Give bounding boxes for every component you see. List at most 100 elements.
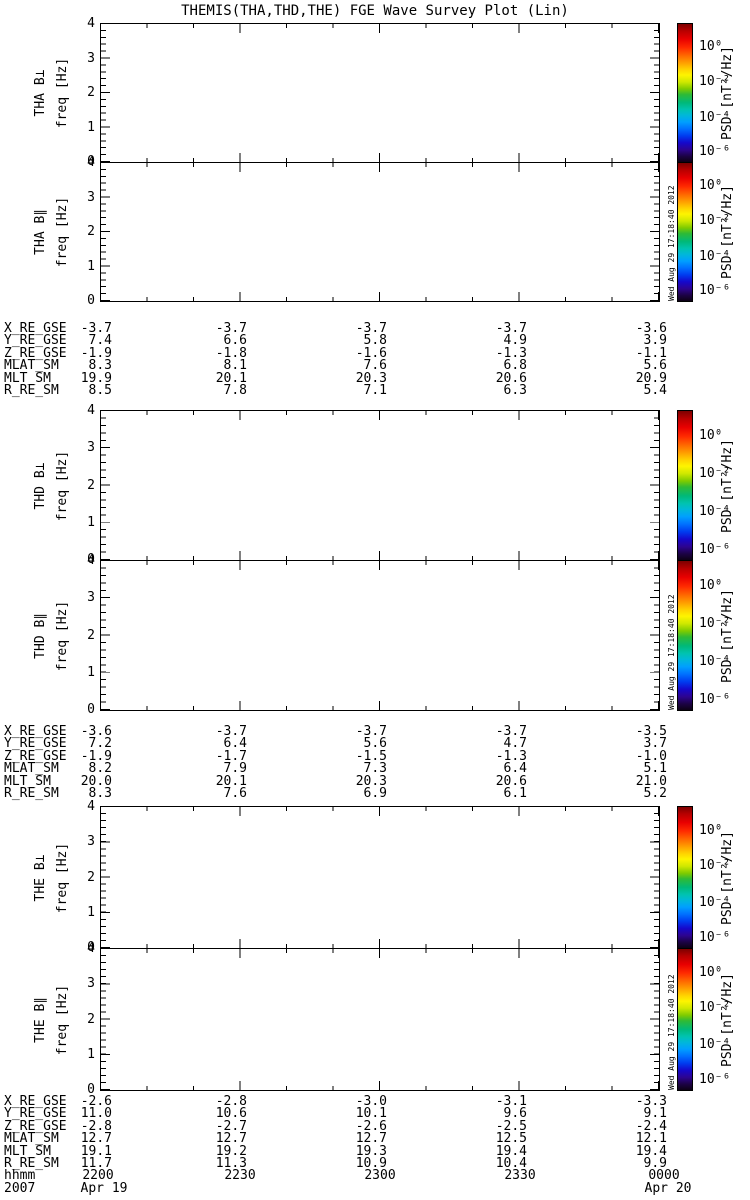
ephemeris-value: 7.6 <box>223 785 247 801</box>
ephemeris-value: -3.3 <box>635 1094 667 1109</box>
colorbar-tick-label: 10⁻⁴ <box>699 109 731 125</box>
ephemeris-row: X_RE_GSE -2.6 -2.8 -3.0 -3.1 -3.3 <box>0 1094 750 1109</box>
ephemeris-value: -3.5 <box>635 724 667 739</box>
panel-stack-tha: 4 3 2 1 0 THA B⊥ freq [Hz] 4 3 2 1 0 THA B∥ freq [Hz] <box>33 17 660 307</box>
ephemeris-value: 10.9 <box>355 1155 387 1171</box>
ephemeris-row: R_RE_SM 8.3 7.6 6.9 6.1 5.2 <box>0 785 750 801</box>
ephemeris-row-label: Z_RE_GSE <box>4 1118 67 1134</box>
colorbar-tick-label: 10⁰ <box>699 822 723 838</box>
freq-tick-label: 3 <box>87 834 95 850</box>
colorbar-tick-label: 10⁰ <box>699 578 723 594</box>
ephemeris-value: 3.7 <box>643 736 667 752</box>
ephemeris-value: 5.2 <box>643 785 667 801</box>
colorbar-tick-label: 10⁻² <box>699 73 731 89</box>
date-row: 2007 Apr 19 Apr 20 <box>0 1180 750 1196</box>
colorbar-gradient <box>678 411 692 560</box>
ephemeris-value: 6.1 <box>503 785 527 801</box>
colorbar-unit-label: PSD [nT²/Hz] <box>719 438 735 533</box>
ephemeris-value: 9.6 <box>503 1106 527 1122</box>
ephemeris-value: 20.1 <box>215 370 247 386</box>
colorbar-tick-label: 10⁻⁴ <box>699 894 731 910</box>
freq-axis-ticks: 4 3 2 1 0 <box>67 17 97 168</box>
spectrogram-panel: 4 3 2 1 0 THE B⊥ freq [Hz] <box>33 800 660 954</box>
colorbar-tick-label: 10⁻² <box>699 212 731 228</box>
ephemeris-row: Z_RE_GSE -1.9 -1.8 -1.6 -1.3 -1.1 <box>0 345 750 361</box>
ephemeris-value: -1.6 <box>355 345 387 361</box>
colorbar-tick-label: 10⁰ <box>699 964 723 980</box>
colorbar-gradient <box>678 24 692 162</box>
group-the: 4 3 2 1 0 THE B⊥ freq [Hz] 4 3 2 1 0 THE B∥ freq [Hz]… <box>0 800 750 1200</box>
ephemeris-value: -3.7 <box>215 724 247 739</box>
ephemeris-value: -3.6 <box>80 724 112 739</box>
freq-axis-ticks: 4 3 2 1 0 <box>67 156 97 307</box>
ephemeris-value: 5.4 <box>643 382 667 398</box>
colorbar-tick-label: 10⁻⁶ <box>699 929 731 945</box>
date-label: Apr 20 <box>644 1180 692 1196</box>
ephemeris-row-label: Y_RE_GSE <box>4 333 67 349</box>
ephemeris-value: 19.4 <box>635 1143 667 1159</box>
colorbar-tick-label: 10⁰ <box>699 428 723 444</box>
ephemeris-value: 3.9 <box>643 333 667 349</box>
ephemeris-value: 5.6 <box>643 358 667 374</box>
ephemeris-value: 19.4 <box>495 1143 527 1159</box>
ephemeris-value: 19.9 <box>80 370 112 386</box>
colorbar-tick-label: 10⁻⁶ <box>699 541 731 557</box>
ephemeris-value: 20.3 <box>355 370 387 386</box>
freq-tick-label: 2 <box>87 223 95 239</box>
ephemeris-value: 7.3 <box>363 761 387 777</box>
freq-tick-label: 4 <box>87 154 95 170</box>
freq-tick-label: 2 <box>87 869 95 885</box>
freq-tick-label: 0 <box>87 939 95 955</box>
ephemeris-value: -3.7 <box>80 321 112 336</box>
freq-axis-label: freq [Hz] <box>54 57 70 129</box>
ephemeris-value: -2.6 <box>355 1118 387 1134</box>
ephemeris-value: 12.1 <box>635 1131 667 1147</box>
freq-tick-label: 4 <box>87 798 95 814</box>
freq-tick-label: 1 <box>87 904 95 920</box>
ephemeris-row: X_RE_GSE -3.7 -3.7 -3.7 -3.7 -3.6 <box>0 321 750 336</box>
ephemeris-row-label: X_RE_GSE <box>4 724 67 739</box>
colorbar-tick-label: 10⁻² <box>699 615 731 631</box>
colorbar-tick-label: 10⁻⁴ <box>699 1036 731 1052</box>
ephemeris-value: -2.6 <box>80 1094 112 1109</box>
colorbar-tick-label: 10⁻⁴ <box>699 248 731 264</box>
ephemeris-value: 20.3 <box>355 773 387 789</box>
group-thd: 4 3 2 1 0 THD B⊥ freq [Hz] 4 3 2 1 0 THD B∥ freq [Hz]… <box>0 404 750 801</box>
ephemeris-row-label: MLT_SM <box>4 1143 51 1159</box>
freq-axis-label: freq [Hz] <box>54 196 70 268</box>
ephemeris-row: Y_RE_GSE 11.0 10.6 10.1 9.6 9.1 <box>0 1106 750 1122</box>
freq-tick-label: 2 <box>87 627 95 643</box>
ephemeris-value: 20.6 <box>495 773 527 789</box>
ephemeris-value: 8.3 <box>88 358 112 374</box>
ephemeris-value: 7.9 <box>223 761 247 777</box>
freq-tick-label: 2 <box>87 477 95 493</box>
colorbar-tick-label: 10⁻⁶ <box>699 1071 731 1087</box>
ephemeris-value: 19.3 <box>355 1143 387 1159</box>
ephemeris-row-label: Z_RE_GSE <box>4 345 67 361</box>
freq-tick-label: 4 <box>87 15 95 31</box>
spectrogram-panel: 4 3 2 1 0 THA B⊥ freq [Hz] <box>33 17 660 168</box>
time-tick-label: 2300 <box>364 1168 396 1184</box>
ephemeris-value: -3.0 <box>355 1094 387 1109</box>
freq-tick-label: 1 <box>87 514 95 530</box>
freq-tick-label: 3 <box>87 189 95 205</box>
ephemeris-table-tha: X_RE_GSE -3.7 -3.7 -3.7 -3.7 -3.6 Y_RE_GSE 7.4 6… <box>0 321 750 398</box>
freq-axis-label: freq [Hz] <box>54 842 70 913</box>
colorbar-tick-label: 10⁻² <box>699 1000 731 1016</box>
colorbar-tick-label: 10⁰ <box>699 39 723 55</box>
ephemeris-value: -1.9 <box>80 748 112 764</box>
ephemeris-value: 12.7 <box>215 1131 247 1147</box>
freq-tick-label: 3 <box>87 50 95 66</box>
ephemeris-value: 5.1 <box>643 761 667 777</box>
colorbar-unit-label: PSD [nT²/Hz] <box>719 46 735 140</box>
colorbar-tick-label: 10⁻⁴ <box>699 504 731 520</box>
ephemeris-value: -1.5 <box>355 748 387 764</box>
freq-axis-ticks: 4 3 2 1 0 <box>67 800 97 954</box>
freq-tick-label: 0 <box>87 1081 95 1097</box>
group-tha: 4 3 2 1 0 THA B⊥ freq [Hz] 4 3 2 1 0 THA B∥ freq [Hz]… <box>0 17 750 400</box>
colorbar-tick-label: 10⁻⁶ <box>699 144 731 160</box>
ephemeris-value: 8.1 <box>223 358 247 374</box>
colorbar: 10⁰ 10⁻² 10⁻⁴ 10⁻⁶ PSD [nT²/Hz] Wed Aug 29 17… <box>667 948 735 1091</box>
ephemeris-row-label: MLAT_SM <box>4 1131 59 1147</box>
ephemeris-value: 7.8 <box>223 382 247 398</box>
